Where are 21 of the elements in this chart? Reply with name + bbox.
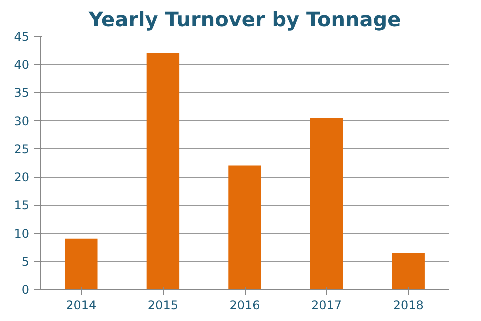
x-tick-label: 2018 [393,298,424,312]
chart-title: Yearly Turnover by Tonnage [88,8,402,32]
y-tick-label: 5 [22,254,30,269]
x-tick-label: 2015 [148,298,178,312]
y-tick-label: 0 [22,283,30,297]
y-tick-label: 15 [14,198,30,213]
x-tick-label: 2014 [66,298,97,312]
bar [392,252,425,290]
y-tick-label: 20 [14,170,30,185]
y-tick-label: 30 [14,114,30,128]
y-tick-label: 35 [14,86,30,100]
y-tick-label: 10 [14,226,30,241]
y-tick-label: 40 [14,58,30,72]
bar [228,166,262,290]
y-tick-label: 45 [14,30,30,44]
x-tick-label: 2016 [230,298,260,312]
y-tick-label: 25 [14,142,30,156]
bar [310,118,344,290]
x-tick-label: 2017 [312,298,342,312]
bar [65,238,98,290]
bar [146,53,180,290]
